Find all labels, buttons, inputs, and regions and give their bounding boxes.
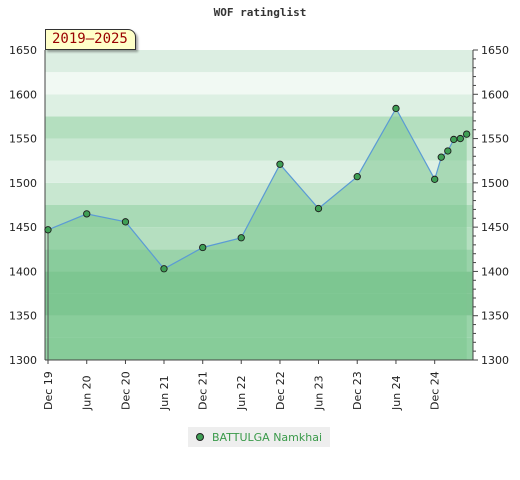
x-tick-label: Jun 22 (235, 375, 248, 411)
x-tick-label: Jun 23 (312, 375, 325, 411)
x-tick-label: Dec 22 (274, 371, 287, 410)
chart-title: WOF ratinglist (214, 6, 307, 19)
x-tick-label: Dec 20 (119, 371, 132, 410)
background-band (45, 116, 473, 139)
y-tick-label-right: 1600 (481, 88, 509, 101)
legend[interactable]: BATTULGA Namkhai (188, 427, 331, 447)
legend-label: BATTULGA Namkhai (212, 430, 323, 444)
y-tick-label-right: 1500 (481, 177, 509, 190)
y-tick-label-right: 1350 (481, 310, 509, 323)
rating-point (276, 160, 284, 168)
y-axis: 1300 1300 1350 1350 1400 1400 1450 1450 1500 1500… (9, 44, 509, 367)
y-tick-label-right: 1550 (481, 133, 509, 146)
y-tick-label-right: 1450 (481, 221, 509, 234)
x-tick-label: Dec 19 (42, 371, 55, 410)
x-axis: Dec 19 Jun 20 Dec 20 Jun 21 Dec 21 Jun 22 Dec … (42, 360, 442, 411)
x-tick-label: Dec 23 (351, 371, 364, 410)
background-band (45, 72, 473, 95)
y-tick-label-left: 1550 (9, 133, 37, 146)
x-tick-label: Dec 21 (197, 371, 210, 410)
x-tick-label: Jun 24 (390, 375, 403, 411)
rating-point (237, 234, 245, 242)
y-tick-label-left: 1600 (9, 88, 37, 101)
period-badge: 2019–2025 (45, 29, 136, 50)
y-tick-label-left: 1350 (9, 310, 37, 323)
rating-line (47, 107, 468, 270)
y-tick-label-left: 1400 (9, 265, 37, 278)
y-tick-label-left: 1500 (9, 177, 37, 190)
x-tick-label: Dec 24 (429, 371, 442, 410)
background-band (45, 138, 473, 161)
rating-point (392, 104, 400, 113)
background-band (45, 50, 473, 73)
legend-marker-icon (196, 433, 204, 441)
y-tick-label-right: 1300 (481, 354, 509, 367)
rating-point (437, 153, 445, 161)
y-tick-label-left: 1450 (9, 221, 37, 234)
rating-point (199, 243, 207, 252)
y-tick-label-left: 1650 (9, 44, 37, 57)
rating-point (83, 210, 91, 218)
y-tick-label-right: 1400 (481, 265, 509, 278)
rating-point (44, 226, 52, 234)
rating-point (450, 135, 458, 144)
x-tick-label: Jun 20 (81, 375, 94, 411)
background-band (45, 94, 473, 117)
x-tick-label: Jun 21 (158, 375, 171, 411)
rating-point (463, 130, 471, 138)
rating-points (44, 104, 471, 360)
rating-point (353, 173, 361, 181)
rating-point (121, 218, 130, 226)
rating-area (48, 108, 467, 360)
y-tick-label-left: 1300 (9, 354, 37, 367)
rating-point (160, 265, 168, 273)
rating-point (444, 147, 452, 155)
rating-point (456, 134, 464, 143)
rating-point (431, 175, 439, 183)
y-tick-label-right: 1650 (481, 44, 509, 57)
rating-point (314, 204, 323, 213)
